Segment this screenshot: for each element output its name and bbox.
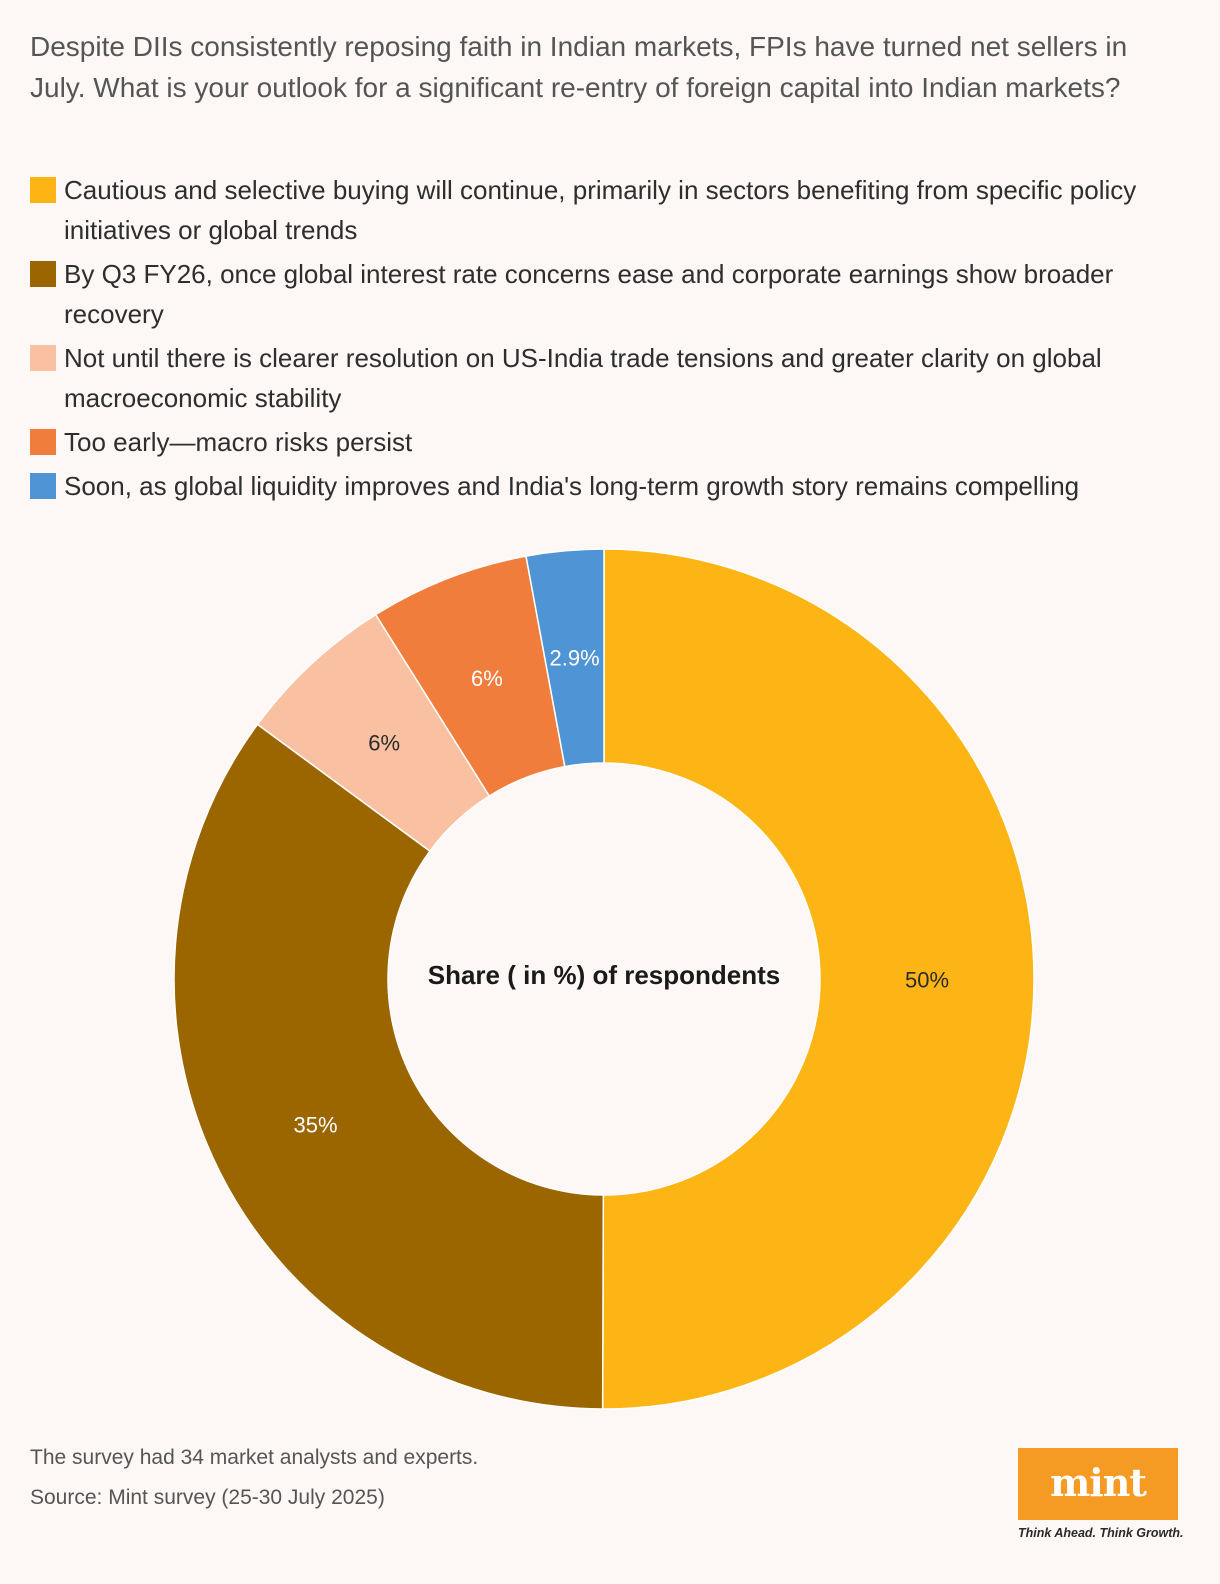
legend-item: Too early—macro risks persist bbox=[30, 422, 1200, 462]
legend-label: Cautious and selective buying will conti… bbox=[64, 175, 1137, 245]
legend-item: By Q3 FY26, once global interest rate co… bbox=[30, 254, 1200, 334]
footnote: The survey had 34 market analysts and ex… bbox=[30, 1446, 479, 1469]
legend-swatch bbox=[30, 261, 56, 287]
center-label: Share ( in %) of respondents bbox=[428, 960, 781, 990]
slice-value-label: 2.9% bbox=[550, 645, 600, 670]
legend-item: Cautious and selective buying will conti… bbox=[30, 170, 1200, 250]
donut-slices bbox=[173, 548, 1035, 1410]
donut-slice bbox=[601, 548, 1035, 1410]
donut-slice bbox=[525, 548, 605, 768]
legend-label: Not until there is clearer resolution on… bbox=[64, 343, 1102, 413]
legend: Cautious and selective buying will conti… bbox=[30, 170, 1200, 510]
legend-swatch bbox=[30, 429, 56, 455]
slice-value-label: 35% bbox=[294, 1112, 338, 1137]
legend-swatch bbox=[30, 473, 56, 499]
chart-title: Despite DIIs consistently reposing faith… bbox=[30, 31, 1128, 103]
legend-swatch bbox=[30, 345, 56, 371]
donut-chart: 50% 35% 6% 6% 2.9% Share ( in %) of responde… bbox=[173, 548, 1035, 1410]
legend-label: Too early—macro risks persist bbox=[64, 427, 413, 457]
slice-labels: 50% 35% 6% 6% 2.9% bbox=[294, 645, 949, 1137]
slice-value-label: 50% bbox=[905, 968, 949, 993]
source-note: Source: Mint survey (25-30 July 2025) bbox=[30, 1486, 385, 1509]
mint-logo: mint Think Ahead. Think Growth. bbox=[1018, 1448, 1184, 1540]
donut-slice bbox=[173, 723, 605, 1410]
legend-item: Not until there is clearer resolution on… bbox=[30, 338, 1200, 418]
logo-wordmark: mint bbox=[1018, 1448, 1178, 1520]
legend-item: Soon, as global liquidity improves and I… bbox=[30, 466, 1200, 506]
slice-value-label: 6% bbox=[368, 730, 400, 755]
logo-tagline: Think Ahead. Think Growth. bbox=[1018, 1526, 1184, 1540]
legend-label: Soon, as global liquidity improves and I… bbox=[64, 471, 1080, 501]
legend-swatch bbox=[30, 177, 56, 203]
legend-label: By Q3 FY26, once global interest rate co… bbox=[64, 259, 1114, 329]
slice-value-label: 6% bbox=[471, 666, 503, 691]
